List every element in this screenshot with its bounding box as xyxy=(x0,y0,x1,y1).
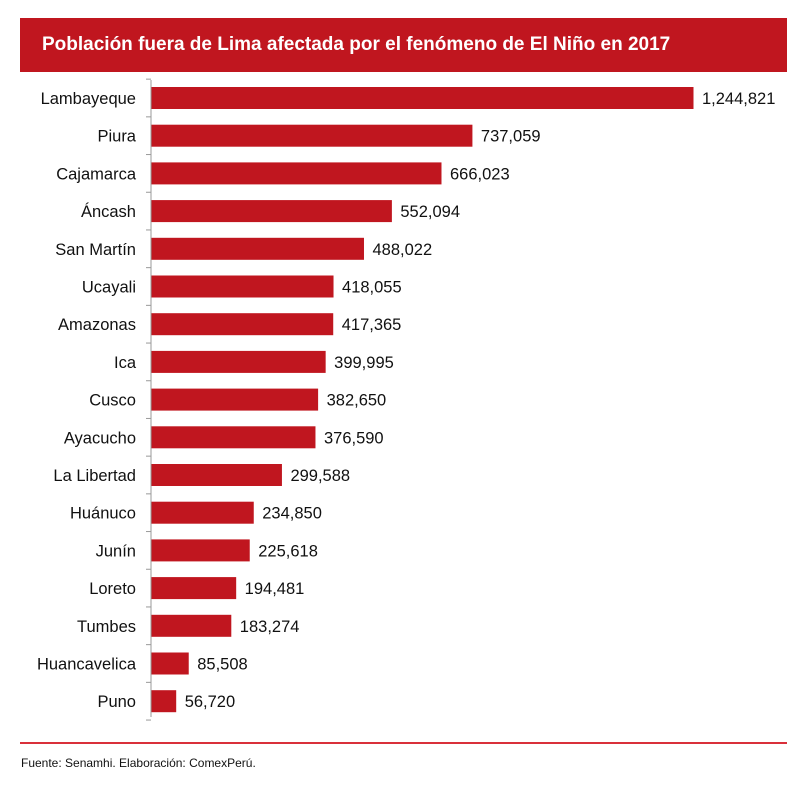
value-label: 417,365 xyxy=(342,316,402,334)
value-label: 225,618 xyxy=(258,542,318,560)
value-label: 299,588 xyxy=(290,467,350,485)
category-label: Puno xyxy=(97,693,136,711)
category-label: La Libertad xyxy=(53,467,136,485)
category-label: Cusco xyxy=(89,392,136,410)
category-label: Áncash xyxy=(81,202,136,221)
category-label: Junín xyxy=(96,542,136,560)
bar xyxy=(151,501,254,524)
category-label: Tumbes xyxy=(77,618,136,636)
bar xyxy=(151,388,319,411)
category-label: Ayacucho xyxy=(64,429,136,447)
bar xyxy=(151,539,250,562)
bar xyxy=(151,237,364,260)
bar xyxy=(151,690,177,713)
bar xyxy=(151,313,334,336)
chart-title-banner: Población fuera de Lima afectada por el … xyxy=(20,18,787,72)
value-label: 85,508 xyxy=(197,656,247,674)
value-label: 552,094 xyxy=(400,203,460,221)
value-label: 488,022 xyxy=(372,241,432,259)
footer-divider xyxy=(20,742,787,744)
category-label: Ucayali xyxy=(82,279,136,297)
category-label: Piura xyxy=(97,128,136,146)
value-label: 399,995 xyxy=(334,354,394,372)
bar xyxy=(151,200,392,223)
value-label: 1,244,821 xyxy=(702,90,775,108)
value-label: 382,650 xyxy=(327,392,387,410)
source-note: Fuente: Senamhi. Elaboración: ComexPerú. xyxy=(21,756,256,770)
value-label: 194,481 xyxy=(245,580,305,598)
bar xyxy=(151,275,334,298)
value-label: 376,590 xyxy=(324,429,384,447)
category-label: Huancavelica xyxy=(37,656,137,674)
category-label: San Martín xyxy=(55,241,136,259)
bar xyxy=(151,614,232,637)
category-label: Amazonas xyxy=(58,316,136,334)
chart-title: Población fuera de Lima afectada por el … xyxy=(42,34,671,55)
bar xyxy=(151,426,316,449)
bar xyxy=(151,124,473,147)
value-label: 666,023 xyxy=(450,165,510,183)
bar xyxy=(151,350,326,373)
value-label: 737,059 xyxy=(481,128,541,146)
value-label: 183,274 xyxy=(240,618,300,636)
value-label: 56,720 xyxy=(185,693,235,711)
category-label: Ica xyxy=(114,354,137,372)
bar xyxy=(151,652,189,675)
category-label: Lambayeque xyxy=(41,90,136,108)
bar xyxy=(151,162,442,185)
bar xyxy=(151,87,694,109)
bar xyxy=(151,464,282,486)
value-label: 418,055 xyxy=(342,279,402,297)
value-label: 234,850 xyxy=(262,505,322,523)
bar xyxy=(151,577,237,600)
category-label: Cajamarca xyxy=(56,165,137,183)
bar-chart: Lambayeque 1,244,821 Piura 737,059 Cajamarca… xyxy=(37,78,775,721)
category-label: Huánuco xyxy=(70,505,136,523)
category-label: Loreto xyxy=(89,580,136,598)
